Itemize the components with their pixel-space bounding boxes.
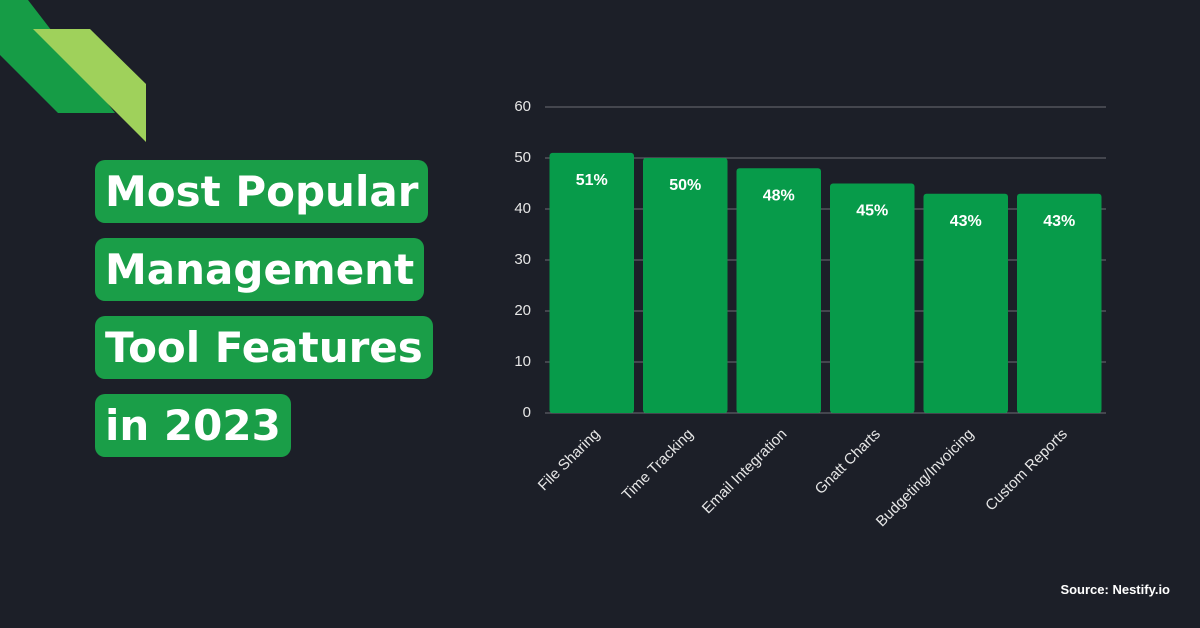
title-line: in 2023 — [95, 394, 291, 457]
value-label: 43% — [950, 213, 982, 230]
bar — [643, 158, 728, 413]
title-line: Most Popular — [95, 160, 429, 223]
bar — [923, 193, 1008, 413]
bar — [549, 152, 634, 413]
x-tick-label: Time Tracking — [619, 426, 697, 504]
y-tick-label: 0 — [523, 404, 531, 421]
y-tick-label: 50 — [514, 149, 531, 166]
bar — [830, 183, 915, 413]
bar — [736, 168, 821, 413]
title-line: Management — [95, 238, 425, 301]
value-label: 50% — [669, 177, 701, 194]
title-block: Most Popular Management Tool Features in 20… — [95, 160, 433, 472]
y-tick-label: 20 — [514, 302, 531, 319]
title-line: Tool Features — [95, 316, 433, 379]
y-tick-label: 10 — [514, 353, 531, 370]
decoration — [0, 0, 146, 142]
deco-light — [33, 29, 146, 142]
x-tick-label: File Sharing — [535, 426, 604, 495]
value-label: 48% — [763, 187, 795, 204]
value-label: 51% — [576, 172, 608, 189]
y-tick-label: 30 — [514, 251, 531, 268]
value-label: 43% — [1043, 213, 1075, 230]
x-tick-label: Gnatt Charts — [812, 426, 884, 498]
x-tick-label: Budgeting/Invoicing — [873, 426, 978, 531]
x-tick-label: Custom Reports — [982, 426, 1071, 515]
deco-dark — [0, 0, 115, 113]
source: Source: Nestify.io — [1060, 582, 1170, 597]
x-tick-label: Email Integration — [699, 426, 791, 518]
bar — [1017, 193, 1102, 413]
value-label: 45% — [856, 203, 888, 220]
y-tick-label: 60 — [514, 98, 531, 115]
y-tick-label: 40 — [514, 200, 531, 217]
